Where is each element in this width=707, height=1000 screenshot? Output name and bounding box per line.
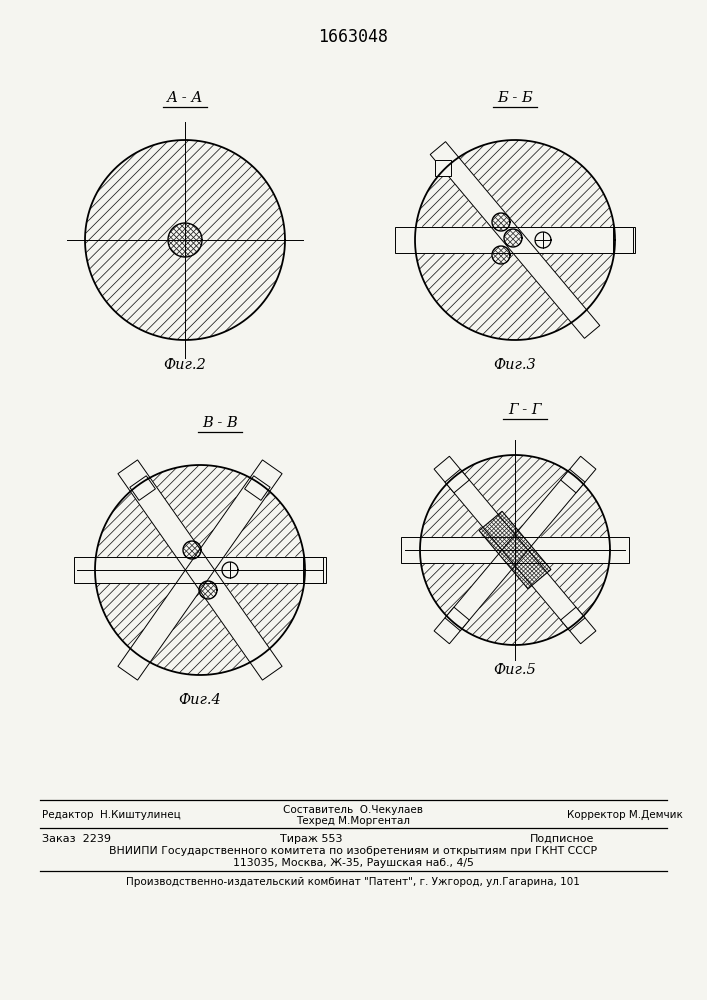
Polygon shape	[434, 456, 596, 644]
Polygon shape	[74, 557, 326, 583]
Text: Составитель  О.Чекулаев: Составитель О.Чекулаев	[283, 805, 423, 815]
Text: Заказ  2239: Заказ 2239	[42, 834, 111, 844]
Polygon shape	[118, 460, 282, 680]
Text: Корректор М.Демчик: Корректор М.Демчик	[567, 810, 683, 820]
Text: Редактор  Н.Киштулинец: Редактор Н.Киштулинец	[42, 810, 181, 820]
Text: Б - Б: Б - Б	[497, 91, 533, 105]
Circle shape	[183, 541, 201, 559]
Circle shape	[492, 246, 510, 264]
Circle shape	[199, 581, 217, 599]
Polygon shape	[434, 456, 596, 644]
Text: Фиг.2: Фиг.2	[163, 358, 206, 372]
Polygon shape	[395, 227, 635, 253]
Text: В - В: В - В	[202, 416, 238, 430]
Circle shape	[504, 229, 522, 247]
Text: Производственно-издательский комбинат "Патент", г. Ужгород, ул.Гагарина, 101: Производственно-издательский комбинат "П…	[126, 877, 580, 887]
Polygon shape	[613, 227, 633, 253]
Text: Техред М.Моргентал: Техред М.Моргентал	[296, 816, 410, 826]
Text: 1663048: 1663048	[318, 28, 388, 46]
Polygon shape	[303, 557, 323, 583]
Polygon shape	[130, 476, 156, 500]
Polygon shape	[445, 607, 469, 631]
Text: Тираж 553: Тираж 553	[280, 834, 342, 844]
Polygon shape	[245, 476, 270, 500]
Polygon shape	[430, 142, 600, 338]
Polygon shape	[118, 460, 282, 680]
Polygon shape	[561, 607, 585, 631]
Text: Фиг.3: Фиг.3	[493, 358, 537, 372]
Polygon shape	[445, 469, 469, 493]
Polygon shape	[435, 160, 451, 176]
Text: ВНИИПИ Государственного комитета по изобретениям и открытиям при ГКНТ СССР: ВНИИПИ Государственного комитета по изоб…	[109, 846, 597, 856]
Polygon shape	[561, 469, 585, 493]
Text: Фиг.5: Фиг.5	[493, 663, 537, 677]
Text: Фиг.4: Фиг.4	[179, 693, 221, 707]
Text: Г - Г: Г - Г	[508, 403, 542, 417]
Text: А - А: А - А	[167, 91, 203, 105]
Circle shape	[492, 213, 510, 231]
Text: 113035, Москва, Ж-35, Раушская наб., 4/5: 113035, Москва, Ж-35, Раушская наб., 4/5	[233, 858, 474, 868]
Circle shape	[168, 223, 202, 257]
Polygon shape	[479, 511, 551, 589]
Text: Подписное: Подписное	[530, 834, 595, 844]
Polygon shape	[401, 537, 629, 563]
